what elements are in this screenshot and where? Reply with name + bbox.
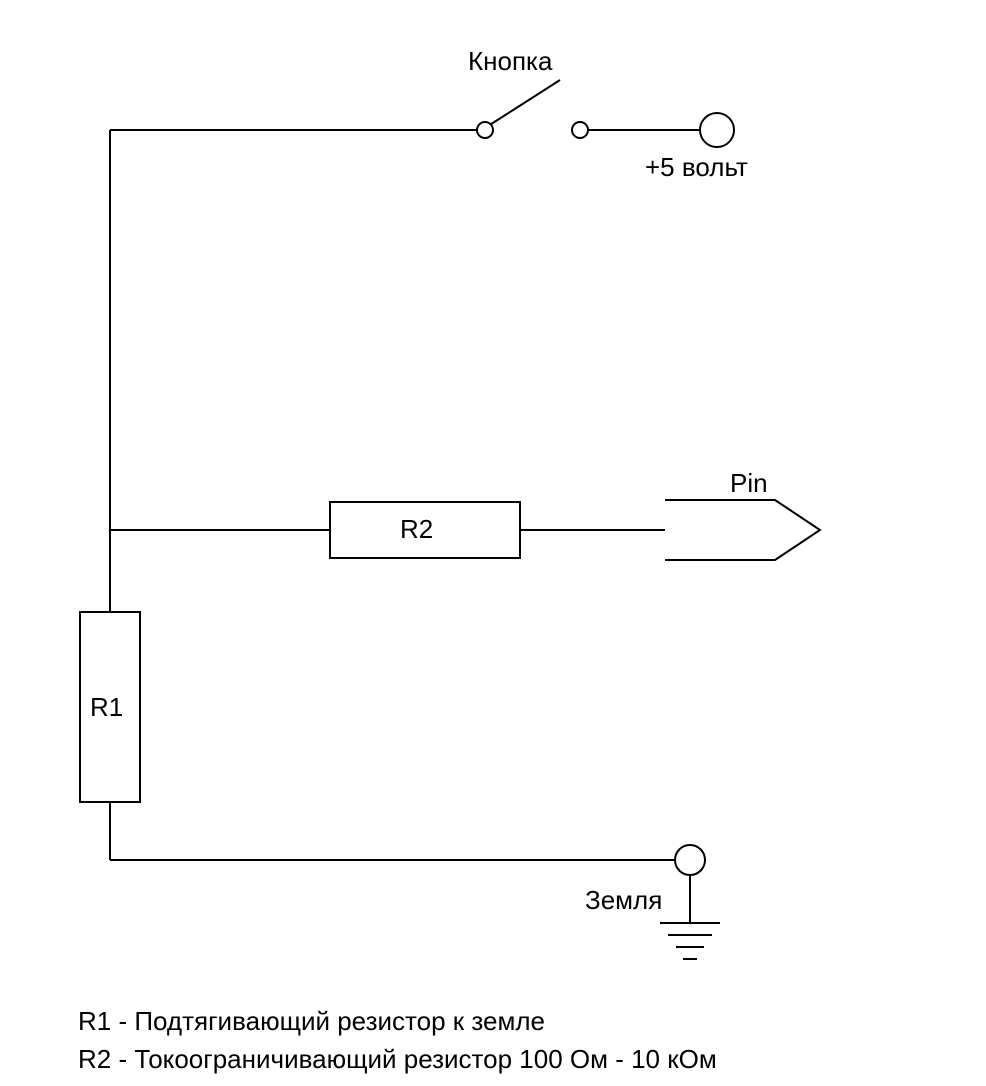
label-r2: R2 <box>400 514 433 545</box>
label-r1: R1 <box>90 692 123 723</box>
label-voltage: +5 вольт <box>645 152 748 183</box>
circuit-diagram: Кнопка +5 вольт Pin Земля R1 R2 R1 - Под… <box>0 0 986 1086</box>
label-button: Кнопка <box>468 46 552 77</box>
label-ground: Земля <box>585 885 662 916</box>
label-pin: Pin <box>730 468 768 499</box>
caption-r2: R2 - Токоограничивающий резистор 100 Ом … <box>78 1044 717 1075</box>
schematic-svg <box>0 0 986 1086</box>
caption-r1: R1 - Подтягивающий резистор к земле <box>78 1006 545 1037</box>
